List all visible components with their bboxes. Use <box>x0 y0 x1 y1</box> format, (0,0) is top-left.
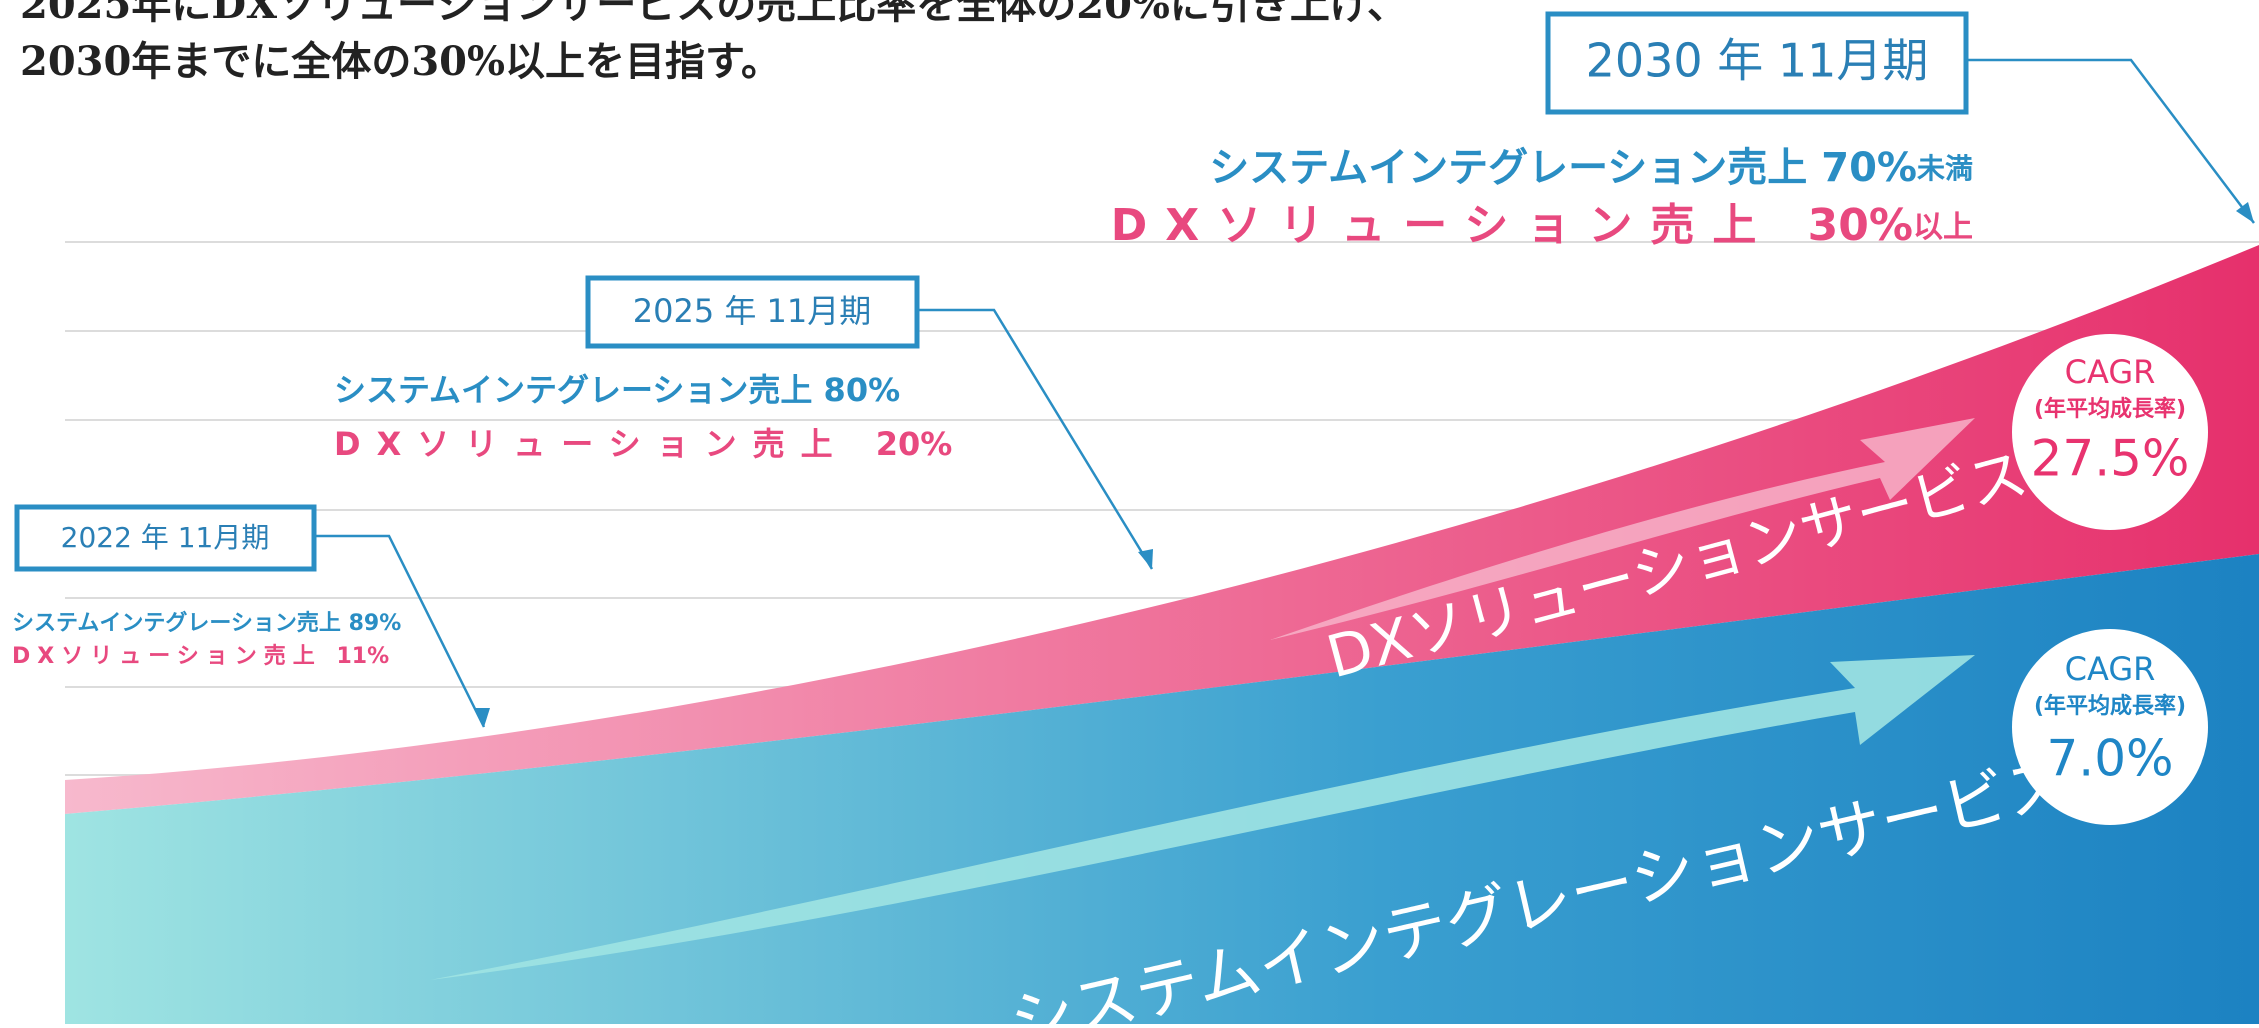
text-part: 以上 <box>1913 210 1973 245</box>
text-part: システムインテグレーション売上 <box>1209 145 1807 191</box>
period-boxes <box>14 11 1969 572</box>
cagr-title: CAGR <box>2065 650 2156 688</box>
si-band <box>65 554 2259 1024</box>
cagr-subtitle: (年平均成長率) <box>2034 396 2186 422</box>
cagr-subtitle: (年平均成長率) <box>2034 693 2186 719</box>
dx-arrow <box>1270 418 1975 640</box>
period: 2030 年 11月期 <box>1586 34 1929 88</box>
connectors <box>314 58 2255 728</box>
arrow-heads <box>474 202 2254 727</box>
period: 2025 年 11月期 <box>633 292 872 330</box>
si-arrow <box>430 655 1975 980</box>
cagr-badge: CAGR (年平均成長率) 27.5% <box>2012 334 2208 530</box>
text-part: 未満 <box>1917 152 1973 185</box>
text-part: 11% <box>336 644 389 669</box>
si-share: システムインテグレーション売上 89% <box>12 610 401 636</box>
text-part: 89% <box>349 611 402 636</box>
cagr-title: CAGR <box>2065 353 2156 391</box>
text-part: DXソリューション売上 <box>334 425 849 463</box>
text-part: システムインテグレーション売上 <box>12 610 341 636</box>
text-part: DXソリューション売上 <box>1111 200 1775 251</box>
dx-share: DXソリューション売上 30%以上 <box>1111 200 1973 251</box>
si-share: システムインテグレーション売上 80% <box>334 371 900 409</box>
text-part: システムインテグレーション売上 <box>334 371 812 409</box>
dx-band <box>65 245 2259 814</box>
intro-line: 2030年までに全体の30%以上を目指す。 <box>20 38 781 85</box>
text-part: 30% <box>1808 200 1913 251</box>
dx-share: DXソリューション売上 11% <box>12 643 389 669</box>
period: 2022 年 11月期 <box>61 521 270 554</box>
intro-line: 2025年にDXソリューションサービスの売上比率を全体の20%に引き上げ、 <box>20 0 1407 28</box>
dx-share: DXソリューション売上 20% <box>334 425 952 463</box>
text-part: 70% <box>1821 145 1917 191</box>
cagr-value: 7.0% <box>2046 730 2173 788</box>
cagr-badge: CAGR (年平均成長率) 7.0% <box>2012 629 2208 825</box>
text-part: 20% <box>876 425 953 463</box>
cagr-value: 27.5% <box>2031 430 2190 488</box>
text-part: DXソリューション売上 <box>12 643 322 669</box>
si-share: システムインテグレーション売上 70%未満 <box>1209 145 1973 191</box>
text-part: 80% <box>824 371 901 409</box>
